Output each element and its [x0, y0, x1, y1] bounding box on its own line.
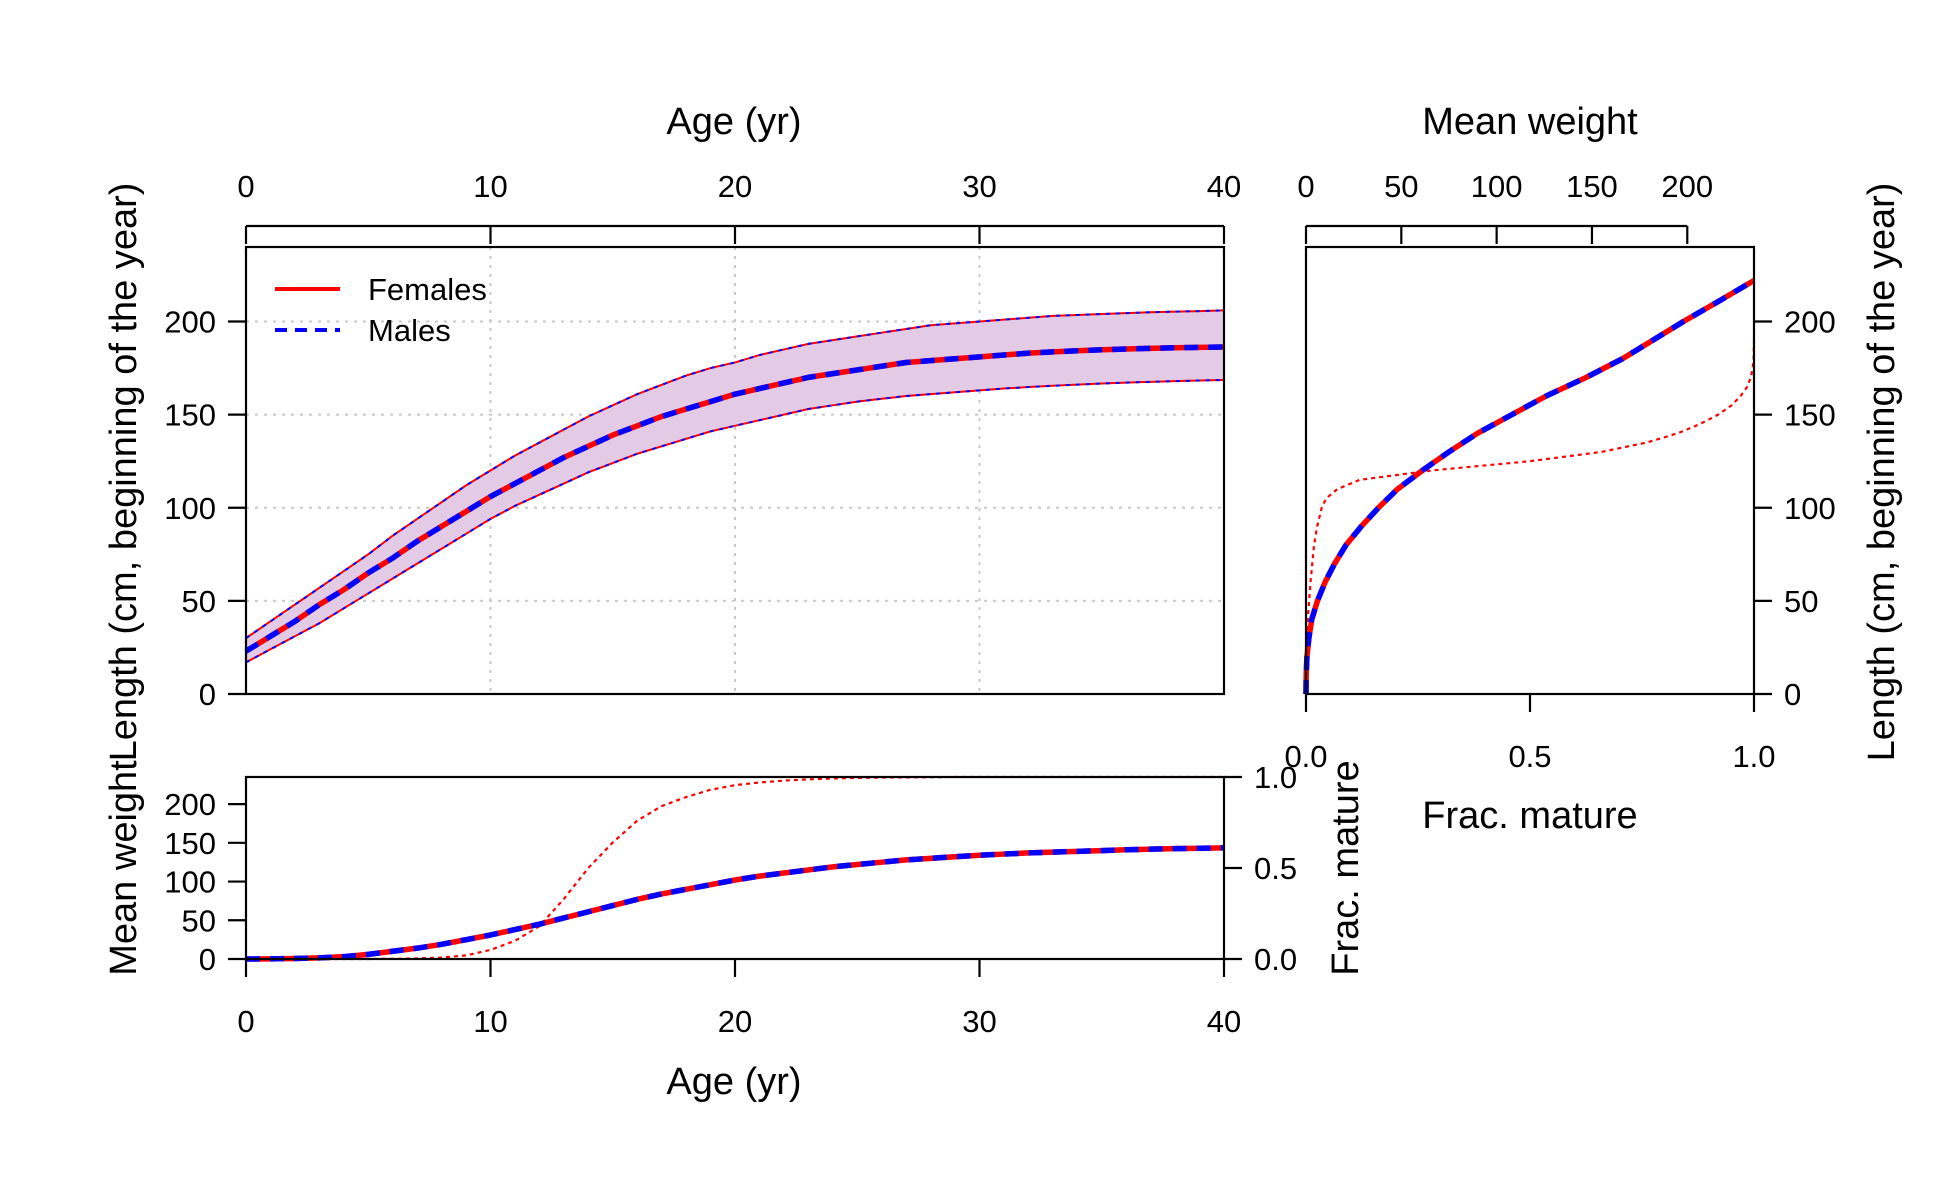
y-tick-label: 0 [199, 942, 216, 977]
length-at-age-lines [244, 309, 1225, 664]
age-bottom-axis-title: Age (yr) [666, 1061, 801, 1103]
right-y-tick-label: 0.0 [1254, 942, 1297, 977]
y-tick-label: 100 [164, 865, 216, 900]
x-tick-label: 20 [718, 1004, 752, 1039]
interval-lower-females [245, 378, 1225, 664]
right-y-tick-label: 200 [1784, 305, 1836, 340]
right-y-tick-label: 50 [1784, 584, 1818, 619]
mean-weight-top-axis-title: Mean weight [1422, 101, 1638, 143]
weight-at-age-line-males [245, 845, 1225, 962]
bottom-x-tick-label: 0.0 [1284, 739, 1327, 774]
top-x-tick-label: 50 [1384, 169, 1418, 204]
weight-maturity-by-length-panel: 0 50 100 150 200 0.0 0.5 1.0 0 50 100 150 200 Mean… [1284, 101, 1903, 837]
right-y-tick-label: 0.5 [1254, 851, 1297, 886]
x-tick-label: 40 [1207, 169, 1241, 204]
x-tick-label: 0 [237, 1004, 254, 1039]
y-tick-label: 200 [164, 305, 216, 340]
weight-maturity-by-length-lines [1303, 278, 1756, 695]
length-at-age-y-axis-title: Length (cm, beginning of the year) [103, 183, 145, 762]
length-at-age-plot-frame [244, 245, 1226, 696]
length-right-axis: 0 50 100 150 200 [1754, 305, 1836, 712]
y-tick-label: 200 [164, 787, 216, 822]
weight-at-age-line-females [245, 845, 1225, 962]
interval-upper-females [245, 309, 1225, 639]
frac-mature-bottom-axis: 0.0 0.5 1.0 [1284, 694, 1776, 774]
y-tick-label: 150 [164, 398, 216, 433]
frac-mature-bottom-axis-title: Frac. mature [1422, 795, 1637, 837]
frac-mature-right-axis-title: Frac. mature [1325, 760, 1367, 975]
x-tick-label: 10 [473, 1004, 507, 1039]
right-y-tick-label: 1.0 [1254, 760, 1297, 795]
legend: Females Males [275, 272, 487, 348]
y-tick-label: 100 [164, 491, 216, 526]
top-x-tick-label: 150 [1566, 169, 1618, 204]
length-at-age-x-axis: 0 10 20 30 40 [237, 169, 1241, 244]
mean-weight-top-axis: 0 50 100 150 200 [1297, 169, 1713, 244]
weight-at-length-line-females [1303, 278, 1756, 695]
length-right-axis-title: Length (cm, beginning of the year) [1861, 183, 1903, 762]
maturity-at-length-line [1304, 340, 1756, 695]
legend-label-males: Males [368, 313, 451, 348]
weight-at-length-line-males [1303, 278, 1756, 695]
length-at-age-line-males [244, 344, 1225, 654]
x-tick-label: 20 [718, 169, 752, 204]
length-at-age-y-axis: 0 50 100 150 200 [164, 305, 246, 712]
y-tick-label: 150 [164, 826, 216, 861]
y-tick-label: 50 [182, 903, 216, 938]
legend-label-females: Females [368, 272, 487, 307]
x-tick-label: 10 [473, 169, 507, 204]
right-y-tick-label: 100 [1784, 491, 1836, 526]
x-tick-label: 40 [1207, 1004, 1241, 1039]
x-tick-label: 0 [237, 169, 254, 204]
right-y-tick-label: 150 [1784, 398, 1836, 433]
weight-maturity-by-age-lines [245, 775, 1225, 962]
x-tick-label: 30 [962, 169, 996, 204]
frac-mature-right-axis: 0.0 0.5 1.0 [1224, 760, 1297, 977]
length-at-age-panel: 0 10 20 30 40 0 50 100 150 200 Age (yr) Length (… [103, 101, 1241, 761]
bottom-x-tick-label: 1.0 [1732, 739, 1775, 774]
top-x-tick-label: 0 [1297, 169, 1314, 204]
length-at-age-x-axis-title: Age (yr) [666, 101, 801, 143]
maturity-at-age-line [246, 775, 1224, 961]
weight-maturity-by-length-plot-frame [1304, 245, 1756, 696]
top-x-tick-label: 200 [1661, 169, 1713, 204]
top-x-tick-label: 100 [1471, 169, 1523, 204]
weight-maturity-by-age-plot-frame [244, 775, 1226, 961]
y-tick-label: 0 [199, 677, 216, 712]
age-bottom-axis: 0 10 20 30 40 [237, 959, 1241, 1039]
bottom-x-tick-label: 0.5 [1508, 739, 1551, 774]
y-tick-label: 50 [182, 584, 216, 619]
mean-weight-left-axis-title: Mean weight [103, 760, 145, 976]
right-y-tick-label: 0 [1784, 677, 1801, 712]
length-ci-band [246, 310, 1224, 663]
x-tick-label: 30 [962, 1004, 996, 1039]
